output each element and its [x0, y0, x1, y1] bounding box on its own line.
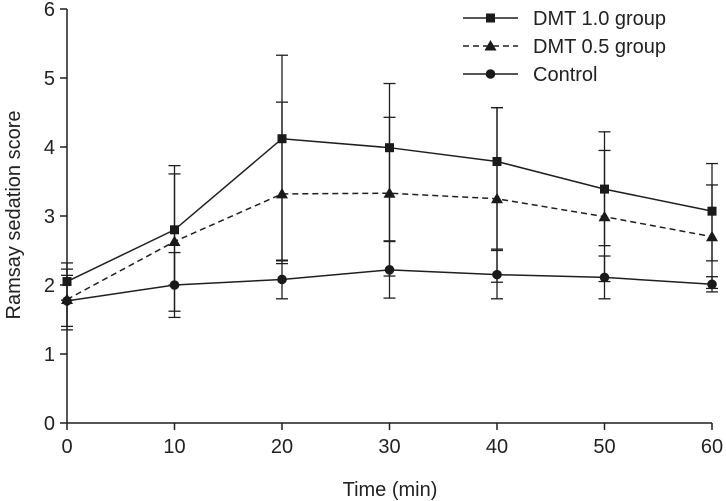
- triangle-point: [383, 187, 396, 198]
- circle-point: [707, 279, 717, 290]
- markers-group: [61, 134, 718, 306]
- legend-label: Control: [533, 64, 597, 86]
- x-tick-label: 40: [486, 436, 508, 458]
- circle-point: [492, 269, 502, 280]
- y-tick-label: 3: [44, 206, 55, 228]
- square-point: [170, 225, 179, 235]
- triangle-point: [168, 235, 181, 247]
- triangle-point: [491, 192, 503, 204]
- x-tick-label: 10: [163, 436, 185, 458]
- triangle-point: [706, 230, 718, 242]
- x-axis-label: Time (min): [343, 479, 438, 501]
- x-tick-label: 0: [61, 436, 72, 458]
- square-point: [600, 184, 609, 194]
- legend-marker-triangle: [484, 40, 497, 51]
- square-point: [277, 134, 287, 144]
- legend-marker-square: [486, 13, 495, 23]
- legend-label: DMT 0.5 group: [533, 36, 666, 58]
- y-tick-label: 1: [44, 344, 55, 366]
- square-point: [62, 277, 72, 287]
- circle-point: [277, 274, 287, 285]
- y-tick-label: 0: [44, 413, 55, 435]
- legend-label: DMT 1.0 group: [533, 8, 666, 30]
- y-tick-label: 4: [44, 137, 55, 159]
- square-point: [707, 206, 717, 216]
- square-point: [492, 156, 502, 166]
- legend-marker-circle: [485, 69, 496, 79]
- circle-point: [384, 265, 395, 275]
- triangle-point: [276, 187, 288, 199]
- x-tick-label: 50: [593, 436, 615, 458]
- x-tick-label: 30: [378, 436, 400, 458]
- x-tick-label: 20: [271, 436, 293, 458]
- y-axis-label: Ramsay sedation score: [3, 111, 25, 320]
- triangle-point: [598, 210, 611, 222]
- y-tick-label: 5: [44, 68, 55, 90]
- circle-point: [169, 280, 180, 290]
- circle-point: [62, 296, 72, 306]
- square-point: [385, 143, 394, 153]
- y-tick-label: 2: [44, 275, 55, 297]
- x-tick-label: 60: [701, 436, 723, 458]
- legend: DMT 1.0 group DMT 0.5 group Control: [463, 8, 666, 86]
- y-tick-label: 6: [44, 0, 55, 21]
- circle-point: [599, 272, 610, 283]
